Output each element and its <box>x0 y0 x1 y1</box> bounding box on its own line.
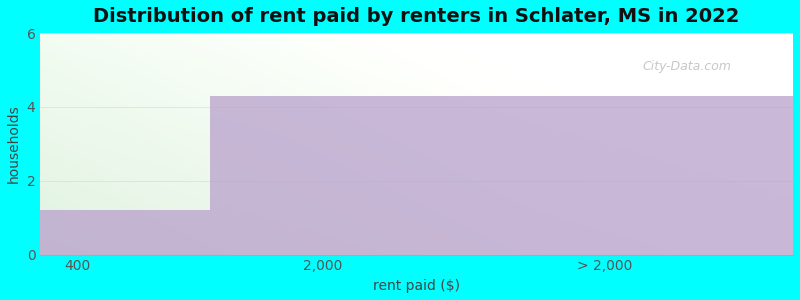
Title: Distribution of rent paid by renters in Schlater, MS in 2022: Distribution of rent paid by renters in … <box>94 7 740 26</box>
Bar <box>40 210 210 255</box>
Bar <box>210 96 793 255</box>
X-axis label: rent paid ($): rent paid ($) <box>373 279 460 293</box>
Text: City-Data.com: City-Data.com <box>642 60 731 73</box>
Y-axis label: households: households <box>7 104 21 183</box>
